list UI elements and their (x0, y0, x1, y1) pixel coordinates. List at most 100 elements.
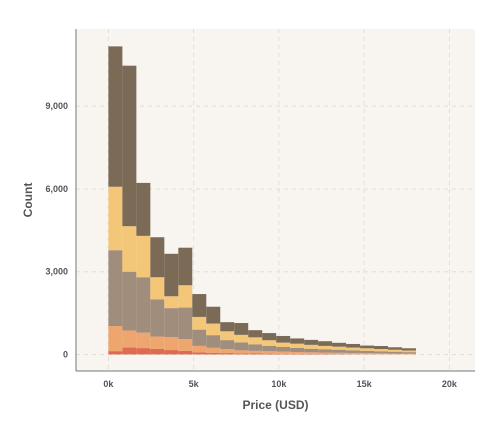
histogram-bar (388, 349, 403, 352)
histogram-bar (192, 329, 207, 346)
histogram-bar (402, 352, 417, 354)
histogram-bar (122, 347, 137, 355)
histogram-bar (206, 323, 221, 336)
histogram-bar (234, 353, 249, 355)
histogram-bar (206, 306, 221, 324)
histogram-bar (402, 353, 417, 355)
histogram-bar (374, 346, 389, 350)
histogram-bar (318, 345, 333, 350)
histogram-bar (276, 347, 291, 352)
histogram-bar (178, 350, 193, 355)
histogram-bar (164, 350, 179, 355)
histogram-bar (108, 46, 123, 187)
histogram-bar (150, 348, 165, 355)
histogram-bar (136, 348, 151, 355)
histogram-bar (290, 343, 305, 348)
histogram-bar (108, 186, 123, 251)
histogram-bar (276, 351, 291, 354)
histogram-bar (388, 347, 403, 350)
histogram-bar (318, 341, 333, 346)
histogram-bar (206, 352, 221, 355)
histogram-bar (402, 350, 417, 353)
histogram-bar (136, 332, 151, 349)
histogram-bar (192, 316, 207, 330)
y-tick-label: 9,000 (45, 101, 68, 111)
histogram-bar (290, 351, 305, 354)
histogram-bar (360, 350, 375, 354)
histogram-bar (290, 353, 305, 355)
histogram-bar (178, 247, 193, 286)
histogram-bar (388, 353, 403, 355)
y-tick-label: 0 (63, 349, 68, 359)
histogram-bar (136, 277, 151, 333)
x-tick-label: 5k (189, 379, 200, 389)
histogram-bar (234, 342, 249, 351)
axis-ticks: 0k 5k 10k 15k 20k 0 3,000 6,000 9,000 (45, 101, 457, 389)
histogram-bar (122, 65, 137, 227)
y-axis-title: Count (21, 183, 35, 218)
histogram-bar (220, 331, 235, 341)
histogram-bar (276, 353, 291, 355)
histogram-bar (220, 353, 235, 355)
histogram-bar (108, 351, 123, 355)
histogram-bar (192, 352, 207, 355)
histogram-bar (262, 345, 277, 352)
histogram-bar (164, 296, 179, 309)
histogram-bar (388, 351, 403, 354)
histogram-bar (234, 334, 249, 343)
histogram-bar (164, 337, 179, 351)
histogram-bar (122, 330, 137, 348)
histogram-bar (136, 235, 151, 278)
histogram-bar (178, 285, 193, 308)
histogram-bar (402, 348, 417, 351)
histogram-bar (164, 253, 179, 297)
histogram-bar (220, 349, 235, 354)
histogram-bar (248, 353, 263, 355)
y-tick-label: 3,000 (45, 267, 68, 277)
histogram-bar (290, 338, 305, 344)
histogram-bar (276, 342, 291, 348)
histogram-bar (304, 352, 319, 354)
histogram-bar (150, 336, 165, 349)
histogram-bar (150, 299, 165, 337)
histogram-bar (178, 307, 193, 340)
histogram-bar (332, 346, 347, 350)
histogram-bar (220, 340, 235, 350)
histogram-bar (304, 339, 319, 345)
histogram-bar (262, 333, 277, 341)
histogram-bar (374, 353, 389, 355)
histogram-bar (346, 352, 361, 355)
x-tick-label: 10k (271, 379, 287, 389)
histogram-bar (346, 347, 361, 351)
histogram-bar (248, 330, 263, 338)
histogram-bar (248, 350, 263, 354)
histogram-bar (220, 322, 235, 332)
histogram-bar (318, 352, 333, 355)
y-tick-label: 6,000 (45, 184, 68, 194)
histogram-bar (192, 294, 207, 317)
histogram-bar (206, 347, 221, 353)
histogram-bar (360, 348, 375, 351)
histogram-bar (206, 335, 221, 348)
histogram-bar (374, 351, 389, 354)
histogram-bar (108, 250, 123, 327)
histogram-bar (150, 237, 165, 278)
histogram-bar (290, 347, 305, 352)
histogram-bar (136, 182, 151, 236)
histogram-bar (304, 348, 319, 353)
histogram-bar (304, 344, 319, 349)
histogram-bar (248, 337, 263, 345)
histogram-bar (318, 349, 333, 353)
histogram-bar (164, 308, 179, 338)
histogram-bar (234, 350, 249, 354)
histogram-bar (234, 323, 249, 335)
histogram-bar (178, 339, 193, 351)
x-tick-label: 20k (442, 379, 458, 389)
histogram-bar (360, 353, 375, 355)
histogram-bar (262, 351, 277, 354)
histogram-bar (122, 271, 137, 331)
x-tick-label: 0k (103, 379, 114, 389)
histogram-bar (360, 345, 375, 349)
